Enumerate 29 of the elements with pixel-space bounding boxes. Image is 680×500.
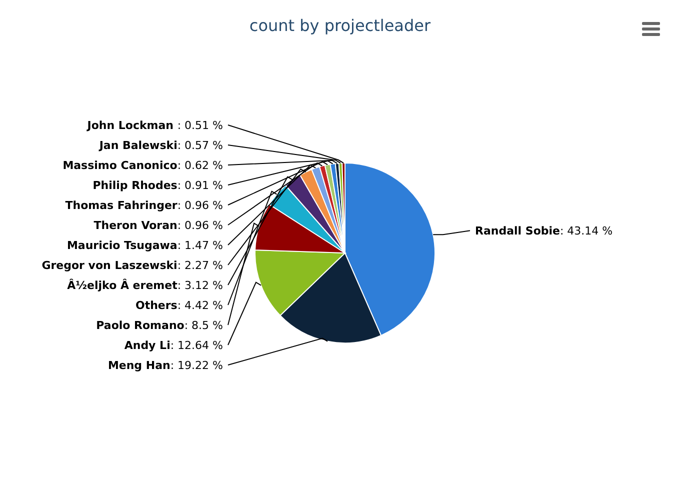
slice-label: Massimo Canonico [62,159,178,172]
chart-title: count by projectleader [248,16,432,35]
slice-label: Jan Balewski [98,139,178,152]
data-label: : 3.12 % [177,279,223,292]
slice-label: Gregor von Laszewski [42,259,178,272]
data-label: : 4.42 % [177,299,223,312]
slice-label: Thomas Fahringer [65,199,178,212]
data-label: : 19.22 % [170,359,223,372]
data-label: : 0.57 % [177,139,223,152]
slice-label: John Lockman [86,119,178,132]
data-label: : 0.96 % [177,199,223,212]
data-label: : 0.51 % [177,119,223,132]
data-label: : 0.62 % [177,159,223,172]
data-label: : 43.14 % [560,224,613,238]
data-label: : 1.47 % [177,239,223,252]
slice-label: Mauricio Tsugawa [66,239,178,252]
slice-label: Â½eljko Â eremet [67,278,178,292]
slice-label: Meng Han [108,359,170,372]
data-label: : 8.5 % [184,319,223,332]
data-label: : 12.64 % [170,339,223,352]
slice-label: Theron Voran [94,219,178,232]
slice-label: Philip Rhodes [92,179,178,192]
slice-label: Others [135,299,178,312]
data-label: : 0.96 % [177,219,223,232]
slice-label: Paolo Romano [96,319,185,332]
data-label: : 2.27 % [177,259,223,272]
data-label: : 0.91 % [177,179,223,192]
slice-label: Randall Sobie [475,224,560,238]
slice-label: Andy Li [124,339,170,352]
